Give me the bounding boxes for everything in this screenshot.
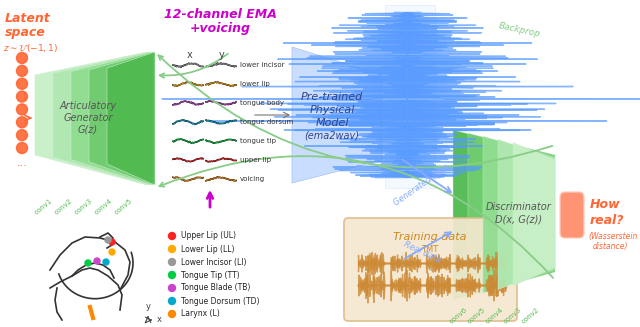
Polygon shape (107, 52, 155, 185)
Circle shape (168, 246, 175, 252)
Circle shape (168, 298, 175, 304)
Text: Articulatory
Generator
G(z): Articulatory Generator G(z) (60, 101, 116, 135)
Text: distance): distance) (593, 243, 628, 251)
Text: Tongue Blade (TB): Tongue Blade (TB) (181, 284, 250, 292)
Text: Discriminator: Discriminator (486, 202, 552, 212)
Circle shape (17, 78, 28, 89)
Polygon shape (483, 136, 555, 293)
Circle shape (103, 259, 109, 265)
Text: conv3: conv3 (73, 198, 93, 216)
Circle shape (17, 91, 28, 102)
Polygon shape (498, 139, 555, 289)
Text: Lower Lip (LL): Lower Lip (LL) (181, 245, 234, 253)
Text: Latent: Latent (5, 12, 51, 25)
Text: y: y (219, 50, 225, 60)
Polygon shape (468, 133, 555, 297)
Polygon shape (71, 52, 151, 185)
Text: conv5: conv5 (113, 198, 133, 216)
Circle shape (17, 143, 28, 153)
Text: voicing: voicing (240, 176, 265, 182)
Text: Larynx (L): Larynx (L) (181, 309, 220, 318)
Text: (Wasserstein: (Wasserstein (588, 232, 637, 240)
Text: lower lip: lower lip (240, 81, 269, 87)
Text: $z \sim \mathcal{U}(-1,1)$: $z \sim \mathcal{U}(-1,1)$ (3, 42, 58, 54)
Polygon shape (513, 143, 555, 286)
Polygon shape (453, 130, 555, 300)
Circle shape (85, 260, 91, 266)
FancyArrowPatch shape (159, 55, 552, 168)
Text: Training data: Training data (393, 232, 467, 242)
Text: space: space (5, 26, 45, 39)
Text: Backprop: Backprop (498, 21, 542, 39)
Text: conv2: conv2 (53, 198, 73, 216)
Circle shape (17, 53, 28, 63)
Text: Lower Incisor (LI): Lower Incisor (LI) (181, 257, 246, 267)
Circle shape (17, 104, 28, 115)
Text: 12-channel EMA: 12-channel EMA (164, 8, 276, 21)
Text: Pre-trained: Pre-trained (301, 92, 363, 102)
Text: D(x, G(z)): D(x, G(z)) (495, 215, 543, 225)
FancyBboxPatch shape (560, 192, 584, 238)
Text: lower incisor: lower incisor (240, 62, 285, 68)
Text: +voicing: +voicing (189, 22, 250, 35)
Text: x: x (187, 50, 193, 60)
Text: x: x (157, 316, 162, 324)
FancyArrowPatch shape (159, 156, 553, 278)
Text: tongue body: tongue body (240, 100, 284, 106)
Circle shape (94, 258, 100, 264)
Text: (ema2wav): (ema2wav) (305, 131, 360, 141)
Text: Model: Model (316, 118, 349, 128)
Text: ...: ... (17, 158, 28, 168)
Text: conv2: conv2 (520, 307, 540, 325)
Polygon shape (292, 47, 382, 183)
Text: tongue dorsum: tongue dorsum (240, 119, 293, 125)
Circle shape (109, 239, 115, 245)
Circle shape (105, 237, 111, 243)
Text: How: How (590, 198, 621, 212)
Polygon shape (35, 52, 147, 185)
Circle shape (17, 117, 28, 128)
Circle shape (168, 232, 175, 239)
Text: Tongue Tip (TT): Tongue Tip (TT) (181, 270, 239, 280)
Circle shape (168, 259, 175, 266)
Text: conv4: conv4 (484, 307, 504, 325)
Circle shape (168, 271, 175, 279)
Text: conv4: conv4 (93, 198, 113, 216)
Text: conv3: conv3 (502, 307, 522, 325)
Text: conv5: conv5 (466, 307, 486, 325)
Text: TMT: TMT (421, 245, 438, 253)
Text: Tongue Dorsum (TD): Tongue Dorsum (TD) (181, 297, 259, 305)
Circle shape (17, 65, 28, 77)
Circle shape (168, 284, 175, 291)
Text: conv6: conv6 (448, 307, 468, 325)
Text: Physical: Physical (309, 105, 355, 115)
Text: conv1: conv1 (33, 198, 53, 216)
Text: upper lip: upper lip (240, 157, 271, 163)
Text: real?: real? (590, 214, 625, 227)
FancyArrowPatch shape (160, 54, 228, 78)
Polygon shape (89, 52, 153, 185)
Polygon shape (53, 52, 149, 185)
Text: Upper Lip (UL): Upper Lip (UL) (181, 232, 236, 240)
Text: Generated data: Generated data (392, 163, 452, 208)
FancyBboxPatch shape (385, 5, 435, 188)
Circle shape (17, 129, 28, 141)
Text: tongue tip: tongue tip (240, 138, 276, 144)
FancyBboxPatch shape (344, 218, 517, 321)
Text: y: y (145, 302, 150, 311)
Circle shape (109, 249, 115, 255)
Circle shape (168, 311, 175, 318)
Text: Real data: Real data (402, 239, 442, 265)
